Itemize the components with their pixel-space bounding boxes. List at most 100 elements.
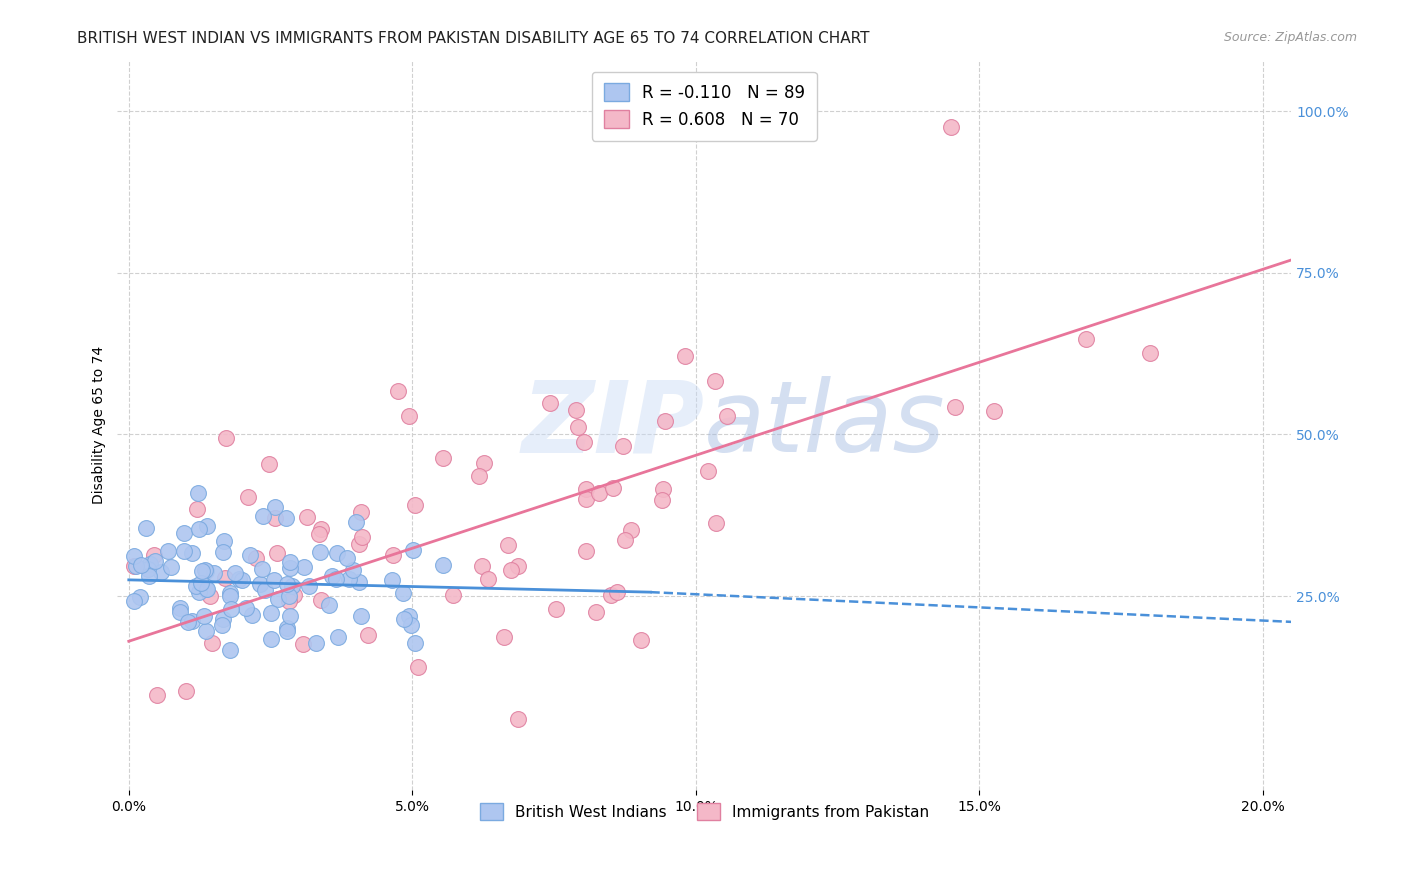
- Point: [129, 558, 152, 573]
- Point: [198, 589, 221, 603]
- Point: [278, 609, 301, 624]
- Point: [218, 589, 240, 603]
- Point: [337, 572, 360, 586]
- Point: [404, 498, 426, 512]
- Point: [308, 545, 330, 559]
- Point: [382, 548, 405, 562]
- Point: [214, 571, 236, 585]
- Point: [652, 482, 675, 496]
- Point: [602, 482, 624, 496]
- Point: [188, 585, 211, 599]
- Text: atlas: atlas: [704, 376, 946, 474]
- Point: [252, 562, 274, 576]
- Point: [263, 510, 285, 524]
- Point: [195, 582, 218, 597]
- Point: [939, 120, 962, 135]
- Y-axis label: Disability Age 65 to 74: Disability Age 65 to 74: [93, 346, 107, 504]
- Point: [492, 630, 515, 644]
- Point: [218, 586, 240, 600]
- Point: [187, 486, 209, 500]
- Point: [398, 409, 420, 424]
- Point: [143, 548, 166, 562]
- Point: [697, 464, 720, 478]
- Point: [347, 537, 370, 551]
- Point: [260, 632, 283, 646]
- Point: [195, 519, 218, 533]
- Point: [318, 598, 340, 612]
- Point: [136, 561, 159, 575]
- Point: [606, 584, 628, 599]
- Point: [432, 558, 454, 572]
- Point: [309, 592, 332, 607]
- Point: [169, 605, 191, 619]
- Point: [280, 561, 302, 575]
- Point: [392, 586, 415, 600]
- Point: [176, 615, 198, 629]
- Point: [173, 543, 195, 558]
- Point: [219, 601, 242, 615]
- Point: [326, 546, 349, 560]
- Point: [716, 409, 738, 423]
- Point: [501, 563, 523, 577]
- Point: [613, 533, 636, 547]
- Point: [191, 564, 214, 578]
- Point: [260, 606, 283, 620]
- Point: [394, 612, 416, 626]
- Point: [202, 566, 225, 580]
- Point: [538, 396, 561, 410]
- Point: [468, 468, 491, 483]
- Point: [240, 608, 263, 623]
- Point: [211, 618, 233, 632]
- Point: [281, 579, 304, 593]
- Point: [186, 579, 208, 593]
- Point: [173, 526, 195, 541]
- Point: [357, 627, 380, 641]
- Point: [342, 563, 364, 577]
- Point: [399, 618, 422, 632]
- Point: [350, 530, 373, 544]
- Point: [124, 559, 146, 574]
- Point: [169, 600, 191, 615]
- Point: [350, 505, 373, 519]
- Point: [245, 550, 267, 565]
- Point: [588, 485, 610, 500]
- Text: Source: ZipAtlas.com: Source: ZipAtlas.com: [1223, 31, 1357, 45]
- Point: [212, 545, 235, 559]
- Point: [600, 588, 623, 602]
- Point: [186, 501, 208, 516]
- Point: [278, 594, 301, 608]
- Point: [145, 689, 167, 703]
- Point: [239, 548, 262, 562]
- Point: [1074, 333, 1097, 347]
- Point: [143, 554, 166, 568]
- Point: [983, 404, 1005, 418]
- Point: [263, 574, 285, 588]
- Point: [295, 510, 318, 524]
- Point: [336, 551, 359, 566]
- Point: [252, 509, 274, 524]
- Point: [574, 544, 596, 558]
- Point: [498, 538, 520, 552]
- Text: ZIP: ZIP: [522, 376, 704, 474]
- Point: [404, 636, 426, 650]
- Point: [432, 451, 454, 466]
- Point: [276, 624, 298, 639]
- Point: [309, 522, 332, 536]
- Point: [224, 566, 246, 581]
- Point: [212, 534, 235, 549]
- Point: [565, 402, 588, 417]
- Text: BRITISH WEST INDIAN VS IMMIGRANTS FROM PAKISTAN DISABILITY AGE 65 TO 74 CORRELAT: BRITISH WEST INDIAN VS IMMIGRANTS FROM P…: [77, 31, 870, 46]
- Point: [160, 559, 183, 574]
- Point: [1139, 346, 1161, 360]
- Point: [219, 642, 242, 657]
- Point: [347, 574, 370, 589]
- Point: [176, 683, 198, 698]
- Point: [188, 522, 211, 536]
- Point: [326, 630, 349, 644]
- Point: [138, 568, 160, 582]
- Point: [471, 559, 494, 574]
- Point: [274, 511, 297, 525]
- Point: [128, 591, 150, 605]
- Point: [575, 492, 598, 507]
- Point: [305, 636, 328, 650]
